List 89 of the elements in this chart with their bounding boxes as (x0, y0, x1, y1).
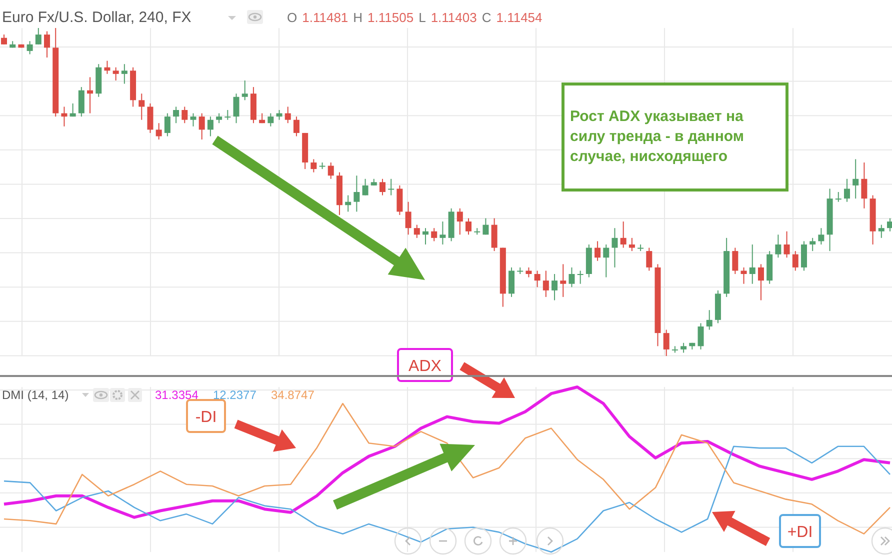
candlestick (104, 60, 110, 74)
candlestick (542, 270, 549, 298)
candlestick (466, 218, 472, 236)
candlestick (44, 30, 50, 58)
candlestick (362, 178, 368, 196)
candlestick (612, 228, 618, 268)
candlestick (242, 80, 248, 101)
text: -DI (195, 409, 217, 426)
candlestick (121, 64, 128, 84)
candlestick (216, 112, 222, 124)
candlestick (800, 240, 807, 272)
candlestick (87, 76, 94, 114)
candlestick (147, 102, 154, 134)
candlestick (835, 192, 842, 202)
candlestick (1, 34, 7, 45)
candlestick (628, 237, 635, 252)
candlestick (284, 106, 291, 124)
candlestick (276, 110, 282, 120)
candlestick (182, 106, 188, 124)
candlestick (775, 234, 782, 258)
text: ADX (408, 358, 442, 375)
candlestick (594, 240, 601, 262)
candlestick (70, 102, 76, 118)
annotation: 12.2377 (213, 388, 257, 402)
candlestick (354, 175, 360, 212)
candlestick (603, 244, 610, 278)
candlestick (310, 158, 317, 173)
candlestick (112, 66, 119, 81)
candlestick (861, 162, 868, 209)
candlestick (345, 194, 352, 212)
candlestick (732, 247, 738, 274)
candlestick (388, 178, 394, 196)
text: O 1.11481 H 1.11505 L 1.11403 C 1.11454 (287, 10, 542, 25)
candlestick (379, 178, 386, 196)
candlestick (568, 266, 575, 288)
candlestick (293, 116, 300, 137)
candlestick (198, 112, 205, 140)
candlestick (440, 221, 446, 245)
candlestick (491, 218, 498, 252)
candlestick (577, 270, 584, 284)
candlestick (560, 264, 566, 298)
text: +DI (787, 524, 813, 541)
candlestick (792, 250, 798, 272)
candlestick (456, 208, 463, 236)
candlestick (534, 270, 540, 288)
candlestick (224, 110, 231, 120)
candlestick (852, 158, 859, 200)
candlestick (138, 93, 145, 120)
candlestick (784, 230, 790, 258)
candlestick (552, 274, 558, 301)
candlestick (414, 224, 420, 238)
candlestick (698, 322, 704, 350)
candlestick (190, 112, 196, 127)
candlestick (810, 237, 816, 252)
candlestick (207, 116, 214, 137)
candlestick (26, 40, 33, 55)
candlestick (508, 266, 515, 298)
candlestick (233, 93, 240, 124)
chart-title: Euro Fx/U.S. Dollar, 240, FX (2, 9, 192, 26)
candlestick (396, 184, 403, 216)
candlestick (878, 224, 884, 238)
candlestick (164, 112, 170, 137)
candlestick (887, 218, 892, 232)
annotation: Рост ADX указывает на силу тренда - в данном случае, нисходящего (570, 108, 744, 165)
candlestick (758, 264, 764, 301)
candlestick (482, 218, 489, 236)
candlestick (706, 310, 712, 330)
candlestick (173, 106, 180, 124)
candlestick (61, 106, 68, 127)
annotation: 34.8747 (271, 388, 315, 402)
candlestick (680, 342, 687, 354)
annotation: 31.3354 (155, 388, 199, 402)
candlestick (78, 86, 84, 118)
candlestick (818, 228, 824, 245)
candlestick (749, 244, 756, 284)
candlestick (740, 266, 747, 284)
candlestick (422, 228, 428, 245)
candlestick (156, 122, 162, 140)
candlestick (328, 162, 334, 180)
candlestick (620, 221, 626, 248)
candlestick (35, 28, 42, 45)
candlestick (844, 178, 850, 202)
candlestick (405, 201, 412, 236)
candlestick (646, 247, 652, 272)
chart-title: DMI (14, 14) (2, 388, 69, 402)
candlestick (431, 228, 438, 242)
candlestick (663, 329, 670, 356)
candlestick (526, 266, 532, 278)
candlestick (268, 112, 274, 127)
